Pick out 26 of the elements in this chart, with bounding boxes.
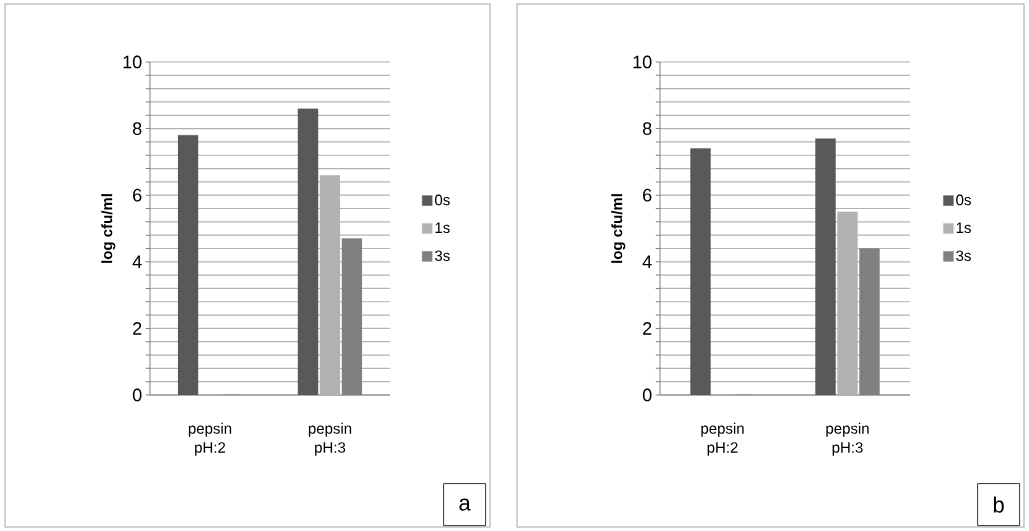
x-tick-label: pepsin pH:3: [826, 422, 869, 456]
legend-label: 1s: [956, 222, 971, 234]
y-tick-label: 4: [132, 255, 142, 268]
y-tick-label: 6: [133, 188, 142, 202]
legend-label: 0s: [956, 194, 971, 206]
y-tick-label: 4: [642, 255, 652, 268]
text: b: [993, 496, 1004, 513]
x-tick-label: pepsin pH:2: [188, 422, 232, 456]
y-tick-label: 10: [123, 55, 142, 69]
legend-label: 3s: [434, 250, 450, 262]
y-axis-title: log cfu/ml: [611, 194, 626, 263]
y-axis-title: log cfu/ml: [101, 194, 116, 263]
text: a: [459, 498, 471, 511]
x-tick-label: pepsin pH:2: [701, 422, 744, 456]
legend-label: 1s: [435, 222, 450, 234]
y-tick-label: 6: [643, 188, 652, 202]
legend-label: 0s: [434, 194, 450, 206]
y-tick-label: 8: [132, 122, 142, 135]
y-tick-label: 2: [643, 322, 652, 335]
y-tick-label: 0: [132, 388, 142, 402]
y-tick-label: 0: [642, 388, 652, 402]
y-tick-label: 2: [133, 322, 142, 335]
y-tick-label: 8: [642, 122, 652, 135]
y-tick-label: 10: [633, 55, 652, 69]
legend-label: 3s: [956, 250, 971, 262]
x-tick-label: pepsin pH:3: [308, 422, 352, 456]
